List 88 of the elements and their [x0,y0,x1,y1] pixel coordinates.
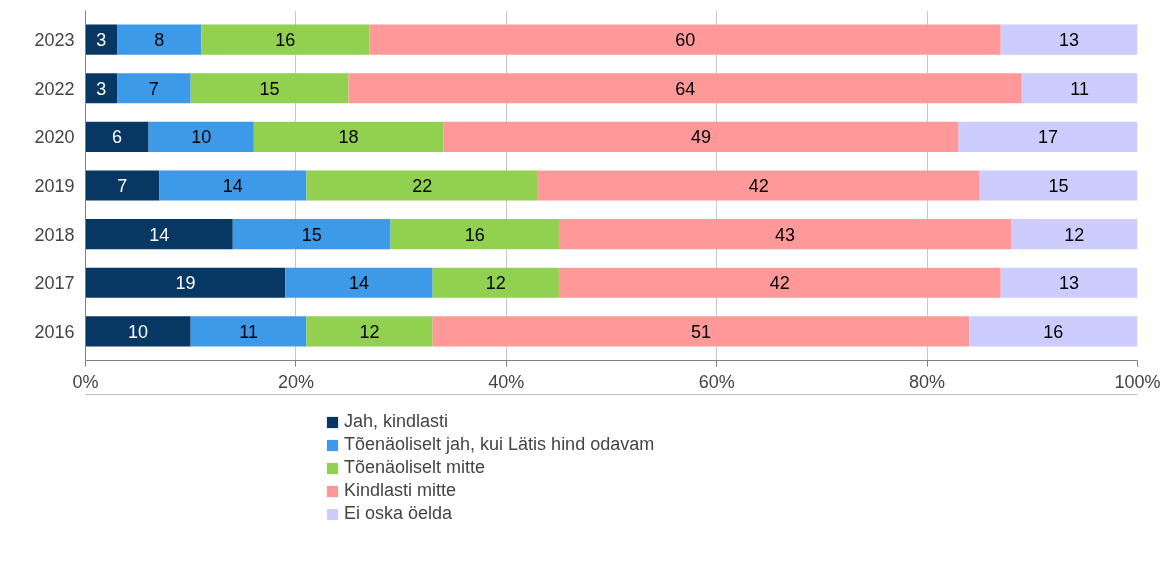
bar [969,316,1138,347]
bar [201,24,370,55]
legend-label: Kindlasti mitte [344,480,457,501]
bar [432,267,559,298]
data-label: 64 [675,78,696,99]
bar [1011,219,1138,250]
bar [232,219,391,250]
data-label: 17 [1038,127,1059,148]
x-tick-label: 0% [72,371,99,392]
data-label: 13 [1059,30,1080,51]
y-tick-label: 2017 [34,273,75,294]
data-label: 8 [154,30,165,51]
bar [1000,24,1138,55]
bar [443,121,959,152]
data-label: 19 [175,273,196,294]
data-label: 18 [338,127,359,148]
data-label: 15 [1048,176,1069,196]
data-label: 12 [485,273,506,294]
data-label: 11 [1070,78,1089,99]
bar [348,73,1022,104]
data-label: 14 [149,224,170,245]
bar [432,316,970,347]
bar [979,170,1138,201]
data-label: 15 [301,224,322,245]
bar [369,24,1001,55]
y-tick-label: 2018 [34,224,75,245]
bar [390,219,559,250]
data-label: 14 [222,176,243,196]
x-tick-label: 100% [1114,371,1161,392]
bar [253,121,444,152]
legend-label: Ei oska öelda [344,503,453,524]
data-label: 12 [359,321,380,342]
bar [190,73,349,104]
data-label: 14 [349,273,370,294]
data-label: 16 [275,30,296,51]
data-label: 13 [1059,273,1080,294]
bar [85,121,149,152]
y-tick-label: 2019 [34,176,75,196]
data-label: 3 [96,30,107,51]
bar [85,219,233,250]
bar [117,24,202,55]
data-label: 6 [112,127,123,148]
data-label: 3 [96,78,107,99]
y-tick-label: 2016 [34,321,75,342]
data-label: 42 [748,176,769,196]
data-label: 10 [191,127,212,148]
data-label: 16 [1043,321,1064,342]
data-label: 49 [690,127,711,148]
bar [285,267,433,298]
y-tick-label: 2023 [34,30,75,51]
bar [306,170,538,201]
y-tick-label: 2020 [34,127,75,148]
data-label: 7 [117,176,128,196]
x-tick-label: 20% [277,371,314,392]
data-label: 11 [239,321,258,342]
data-label: 7 [148,78,159,99]
x-tick-label: 60% [698,371,735,392]
data-label: 12 [1064,224,1085,245]
bar [117,73,191,104]
bar [148,121,254,152]
bar [558,267,1001,298]
legend-label: Tõenäoliselt mitte [344,457,486,478]
legend-label: Tõenäoliselt jah, kui Lätis hind odavam [344,434,655,455]
bar [306,316,433,347]
data-label: 60 [675,30,696,51]
bar [85,170,160,201]
data-label: 16 [464,224,485,245]
data-label: 43 [775,224,796,245]
legend-label: Jah, kindlasti [344,411,449,432]
bar [159,170,307,201]
data-label: 10 [128,321,149,342]
bar [558,219,1012,250]
bar [85,24,118,55]
bar [1021,73,1138,104]
bar [85,73,118,104]
bar [85,267,286,298]
x-tick-label: 40% [488,371,525,392]
bar [190,316,307,347]
data-label: 15 [259,78,280,99]
data-label: 22 [412,176,433,196]
data-label: 51 [690,321,711,342]
bar [958,121,1138,152]
bar [1000,267,1138,298]
bar [537,170,980,201]
data-label: 42 [769,273,790,294]
x-tick-label: 80% [909,371,946,392]
y-tick-label: 2022 [34,78,75,99]
bar [85,316,191,347]
